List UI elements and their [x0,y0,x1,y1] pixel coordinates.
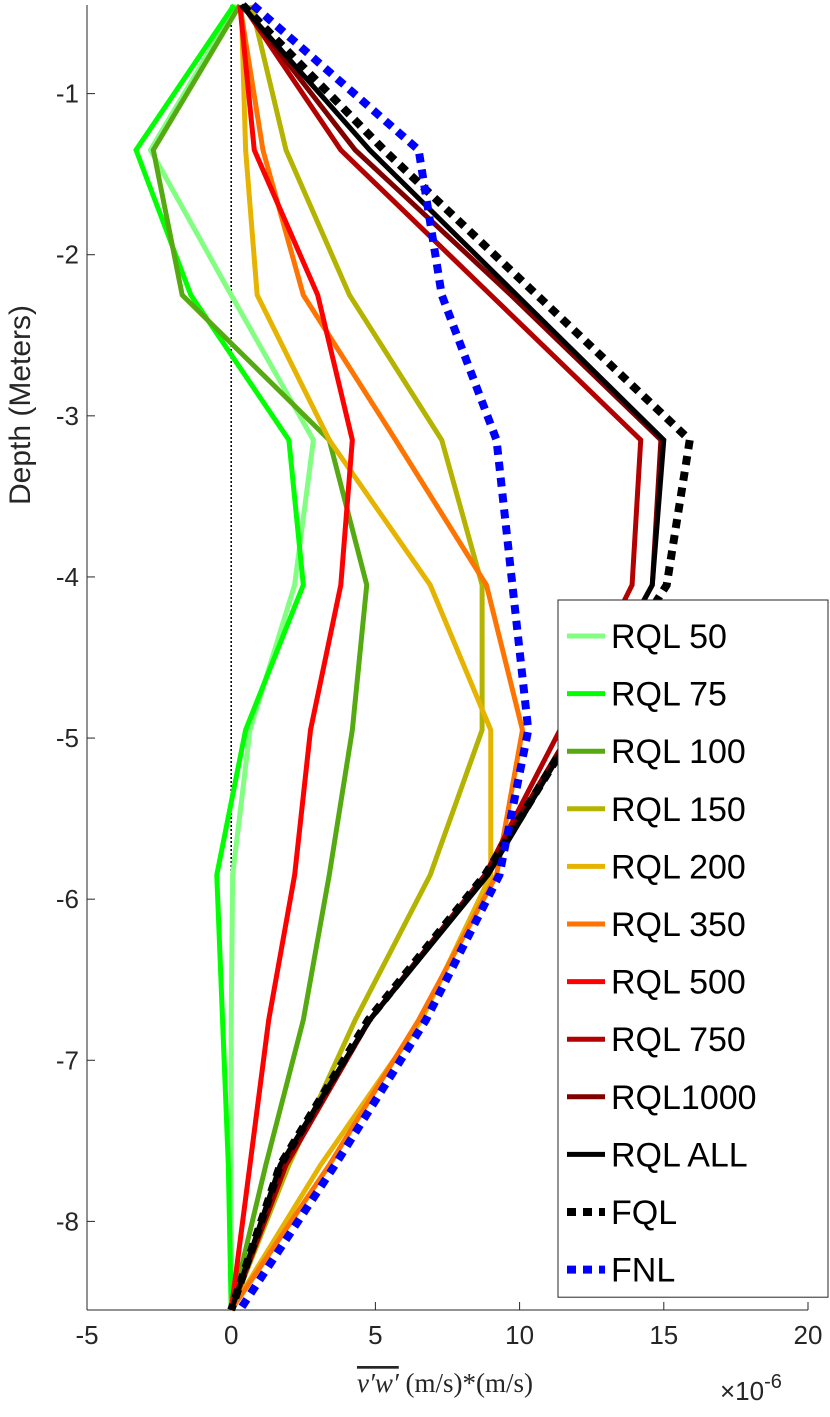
x-axis-label: v′w′ (m/s)*(m/s) [357,1368,533,1398]
x-tick-label: 10 [505,1320,534,1350]
x-axis-label-units: (m/s)*(m/s) [406,1368,534,1398]
x-tick-label: -5 [75,1320,98,1350]
x-tick-label: 15 [649,1320,678,1350]
legend-label: RQL ALL [611,1136,748,1174]
series-line [229,4,526,1312]
series-line [133,3,306,1311]
legend-box [557,599,829,1298]
legend-label: RQL 750 [611,1021,746,1059]
legend-label: FNL [611,1252,675,1290]
legend-label: RQL 100 [611,733,746,771]
legend-label: FQL [611,1194,677,1232]
y-tick-label: -2 [56,240,79,270]
y-tick-label: -5 [56,723,79,753]
series-line [150,3,370,1311]
y-tick-label: -6 [56,884,79,914]
legend-label: RQL 50 [611,618,727,656]
series-line [236,1,533,1313]
legend-label: RQL 150 [611,791,746,829]
y-tick-label: -8 [56,1206,79,1236]
legend-label: RQL 500 [611,964,746,1002]
x-multiplier-exponent: -6 [764,1371,782,1393]
legend-label: RQL 200 [611,848,746,886]
legend-label: RQL 350 [611,906,746,944]
y-tick-label: -4 [56,562,79,592]
x-axis-label-symbol: v′w′ [357,1368,400,1398]
legend-label: RQL1000 [611,1079,757,1117]
series-line [228,4,355,1311]
y-tick-label: -7 [56,1045,79,1075]
y-tick-label: -3 [56,401,79,431]
x-tick-label: 0 [224,1320,238,1350]
x-multiplier-base: ×10 [720,1376,764,1406]
x-multiplier: ×10-6 [720,1371,782,1406]
y-axis-label: Depth (Meters) [4,305,37,505]
legend-label: RQL 75 [611,676,727,714]
x-tick-label: 20 [794,1320,823,1350]
y-tick-label: -1 [56,79,79,109]
x-tick-label: 5 [368,1320,382,1350]
